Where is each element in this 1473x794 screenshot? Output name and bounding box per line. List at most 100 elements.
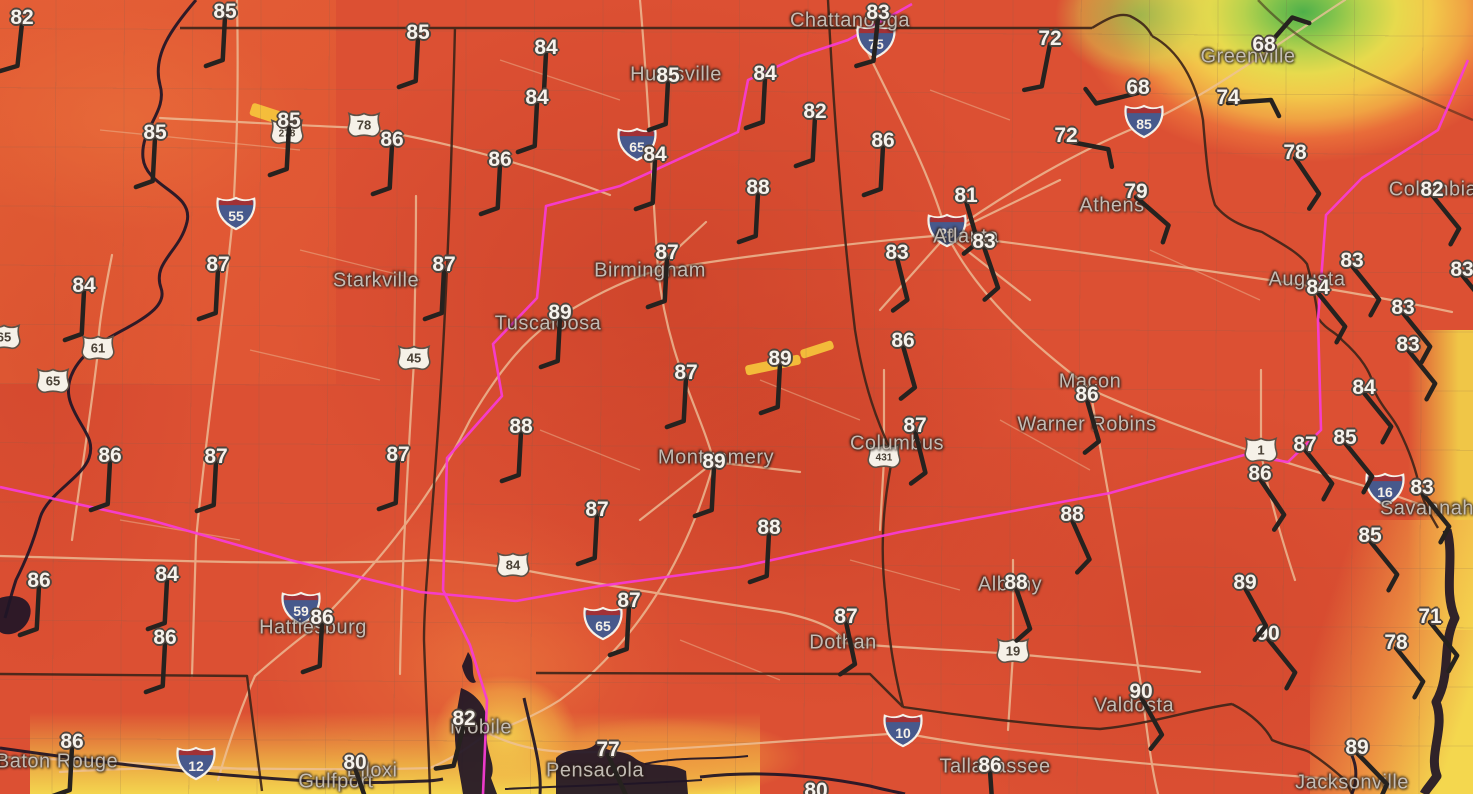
wind-barb-icon (538, 315, 563, 370)
interstate-shield-icon: 85 (1124, 104, 1164, 139)
city-label: Tuscaloosa (494, 312, 602, 335)
city-label: Savannah (1379, 497, 1473, 520)
wind-barb-icon (17, 583, 42, 638)
city-label: Dothan (809, 631, 877, 654)
wind-barb-icon (1069, 517, 1092, 575)
temperature-value: 82 (452, 707, 476, 730)
wind-barb-icon (1261, 15, 1312, 53)
temperature-value: 87 (204, 445, 228, 468)
temperature-value: 84 (1352, 376, 1376, 399)
wind-barb-icon (607, 603, 632, 658)
wind-barb-icon (1367, 538, 1400, 593)
temperature-value: 86 (1075, 383, 1099, 406)
city-label: Chattanooga (789, 9, 911, 32)
temperature-value: 87 (834, 605, 858, 628)
city-label: Hattiesburg (259, 616, 367, 639)
wind-barb-icon (422, 267, 447, 322)
temperature-value: 83 (1410, 476, 1434, 499)
us-route-shield: 65 (0, 323, 22, 358)
temperature-value: 68 (1126, 76, 1150, 99)
us-route-shield-icon: 19 (996, 637, 1030, 664)
wind-barb-icon (1063, 138, 1115, 170)
temperature-value: 77 (596, 738, 620, 761)
us-route-shield: 19 (995, 637, 1031, 672)
wind-barb-icon (1138, 694, 1165, 751)
wind-barb-icon (645, 255, 670, 310)
temperature-region-light-orange (0, 0, 336, 384)
temperature-value: 68 (1252, 33, 1276, 56)
wind-barb-icon (370, 142, 395, 197)
city-label: Columbia (1388, 178, 1473, 201)
city-label: Gulfport (298, 770, 374, 793)
temperature-value: 85 (213, 0, 237, 23)
wind-barb-icon (396, 35, 421, 90)
wind-barb-icon (743, 76, 768, 131)
temperature-value: 86 (153, 626, 177, 649)
temperature-value: 84 (525, 86, 549, 109)
us-route-shield-icon: 431 (867, 442, 901, 469)
temperature-value: 80 (804, 779, 828, 794)
city-label: Huntsville (630, 63, 722, 86)
wind-barb-icon (736, 190, 761, 245)
route-number: 10 (895, 725, 911, 741)
wind-barb-icon (1257, 476, 1287, 532)
temperature-value: 82 (10, 6, 34, 29)
temperature-value: 72 (1038, 27, 1062, 50)
wind-barb-icon (1419, 490, 1452, 545)
city-label: Warner Robins (1017, 413, 1157, 436)
wind-barb-icon (908, 428, 928, 486)
interstate-shield-icon: 55 (216, 196, 256, 231)
wind-barb-icon (1405, 347, 1438, 402)
city-label: Tallahassee (939, 755, 1051, 778)
wind-barb-icon (194, 459, 219, 514)
temperature-value: 87 (386, 443, 410, 466)
wind-barb-icon (981, 244, 1001, 302)
city-label: Birmingham (594, 259, 706, 282)
wind-barb-icon (1133, 194, 1171, 245)
temperature-value: 87 (206, 253, 230, 276)
wind-barb-icon (664, 375, 689, 430)
temperature-value: 72 (1054, 124, 1078, 147)
temperature-value: 85 (406, 21, 430, 44)
route-number: 61 (91, 341, 105, 356)
interstate-shield: 65 (583, 606, 623, 646)
temperature-value: 84 (534, 36, 558, 59)
temperature-value: 83 (1391, 296, 1415, 319)
route-number: 59 (293, 603, 309, 619)
minor-roads (99, 59, 1261, 681)
wind-barb-icon (861, 143, 886, 198)
water-bodies (0, 596, 688, 794)
temperature-value: 83 (866, 1, 890, 24)
us-route-shield-icon: 65 (36, 367, 70, 394)
temperature-value: 85 (277, 109, 301, 132)
us-route-shield-icon: 65 (0, 323, 21, 350)
city-label: Athens (1079, 194, 1145, 217)
us-route-shield-icon: 84 (496, 551, 530, 578)
temperature-value: 84 (1306, 276, 1330, 299)
wind-barb-icon (203, 14, 228, 69)
temperature-value: 87 (432, 253, 456, 276)
wind-barb-icon (515, 100, 540, 155)
interstate-shield-icon: 10 (883, 713, 923, 748)
temperature-value: 88 (746, 176, 770, 199)
interstate-shield-icon: 65 (617, 127, 657, 162)
us-route-shield-icon: 45 (397, 344, 431, 371)
temperature-value: 86 (488, 148, 512, 171)
temperature-value: 86 (310, 606, 334, 629)
city-label: Montgomery (657, 446, 775, 469)
temperature-value: 79 (1124, 180, 1148, 203)
wind-barb-icon (1013, 585, 1033, 643)
wind-barb-icon (758, 361, 783, 416)
temperature-value: 88 (1060, 503, 1084, 526)
wind-barb-icon (692, 464, 717, 519)
temperature-value: 84 (72, 274, 96, 297)
wind-barb-icon (196, 267, 221, 322)
wind-barb-icon (747, 530, 772, 585)
us-route-shield: 78 (346, 111, 382, 146)
temperature-value: 83 (885, 241, 909, 264)
temperature-value: 87 (617, 589, 641, 612)
wind-barb-icon (352, 765, 372, 794)
wind-barb-icon (300, 620, 325, 675)
